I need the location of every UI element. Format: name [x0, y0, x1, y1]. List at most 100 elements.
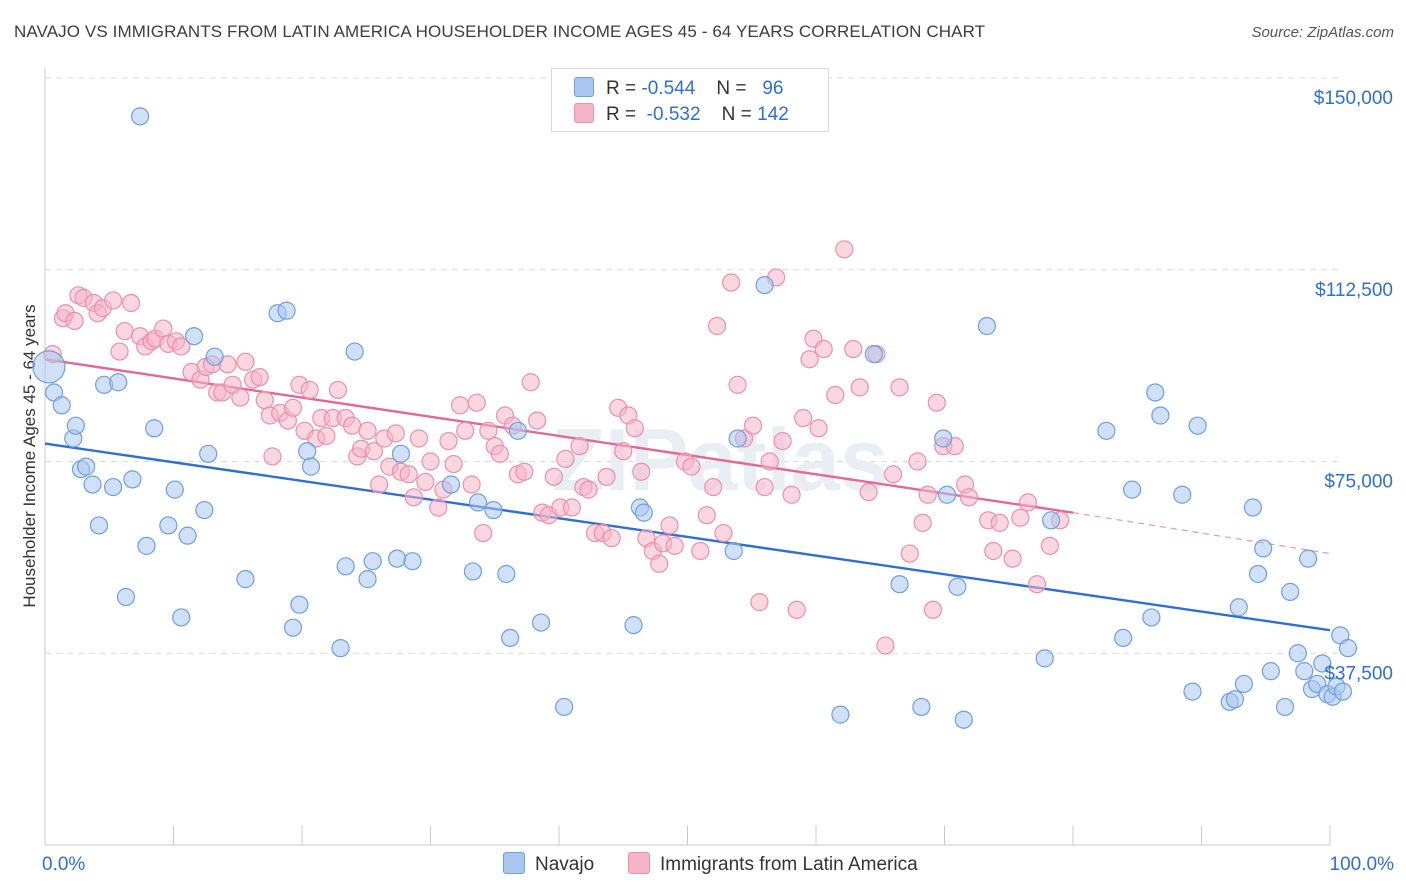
latin-point-93	[602, 529, 621, 548]
latin-point-98	[632, 462, 651, 481]
latin-point-121	[782, 485, 801, 504]
latin-point-85	[556, 449, 575, 469]
latin-point-20	[172, 337, 191, 356]
latin-legend-swatch	[628, 852, 650, 874]
latin-point-79	[521, 373, 540, 392]
navajo-point-14	[130, 107, 150, 126]
navajo-point-43	[484, 500, 503, 520]
latin-point-97	[625, 419, 644, 438]
latin-point-101	[650, 554, 669, 573]
navajo-point-36	[363, 552, 382, 571]
latin-point-86	[562, 498, 581, 517]
navajo-point-32	[331, 639, 350, 658]
navajo-point-65	[1035, 649, 1054, 668]
latin-point-113	[728, 375, 747, 394]
navajo-point-17	[159, 516, 178, 535]
latin-point-139	[913, 513, 932, 532]
navajo-point-83	[1275, 697, 1295, 717]
navajo-point-34	[345, 342, 364, 361]
navajo-point-74	[1188, 416, 1207, 435]
latin-point-67	[450, 396, 470, 415]
navajo-point-61	[948, 577, 967, 596]
navajo-point-70	[1146, 383, 1165, 402]
navajo-point-87	[1299, 549, 1318, 568]
navajo-point-30	[298, 442, 317, 461]
navajo-point-54	[755, 275, 774, 295]
navajo-r-value: -0.544	[641, 78, 696, 99]
navajo-point-85	[1288, 644, 1307, 663]
latin-point-44	[317, 426, 336, 446]
latin-point-132	[859, 483, 878, 502]
latin-point-33	[255, 391, 274, 410]
latin-point-38	[283, 398, 303, 417]
latin-point-103	[660, 516, 679, 535]
navajo-point-82	[1261, 662, 1280, 681]
navajo-point-48	[555, 697, 574, 717]
latin-point-150	[1003, 549, 1022, 568]
latin-swatch	[574, 103, 594, 123]
legend-row-navajo: R = -0.544 N = 96	[574, 77, 783, 101]
latin-point-51	[358, 421, 377, 440]
latin-point-61	[416, 472, 435, 492]
latin-point-120	[773, 431, 792, 451]
navajo-point-47	[531, 613, 551, 632]
bottom-legend-navajo: Navajo	[503, 852, 594, 876]
latin-n-value: 142	[757, 104, 789, 125]
navajo-point-49	[624, 616, 643, 635]
latin-point-154	[1040, 536, 1059, 555]
latin-point-130	[844, 339, 863, 359]
chart-title: NAVAJO VS IMMIGRANTS FROM LATIN AMERICA …	[14, 22, 986, 41]
navajo-point-40	[441, 475, 461, 494]
latin-point-137	[900, 544, 919, 563]
navajo-point-13	[123, 470, 142, 489]
navajo-trend-line	[44, 442, 1331, 632]
navajo-point-73	[1183, 682, 1202, 701]
latin-point-71	[474, 523, 493, 543]
latin-point-110	[707, 316, 727, 336]
navajo-point-42	[468, 493, 488, 512]
navajo-point-94	[1333, 682, 1352, 701]
latin-point-123	[794, 408, 813, 428]
navajo-point-11	[109, 373, 128, 392]
navajo-point-31	[301, 457, 321, 476]
navajo-point-38	[391, 444, 411, 463]
navajo-point-15	[137, 536, 156, 555]
latin-point-107	[691, 541, 710, 561]
navajo-point-8	[89, 516, 109, 535]
latin-point-46	[328, 380, 348, 400]
navajo-point-12	[116, 587, 136, 607]
latin-point-131	[850, 378, 869, 397]
latin-point-112	[722, 273, 741, 292]
y-tick-label-2: $112,500	[1315, 280, 1393, 301]
navajo-point-2	[52, 396, 71, 415]
latin-point-56	[386, 424, 405, 443]
latin-point-62	[421, 452, 440, 471]
navajo-n-label: N =	[716, 78, 747, 99]
latin-point-41	[300, 380, 319, 400]
latin-point-106	[682, 457, 701, 476]
navajo-point-33	[336, 557, 355, 576]
latin-point-29	[231, 388, 250, 407]
latin-point-72	[479, 421, 498, 440]
latin-point-92	[597, 467, 616, 486]
navajo-point-7	[83, 475, 102, 494]
navajo-point-35	[358, 570, 377, 589]
navajo-point-4	[66, 416, 85, 435]
latin-point-78	[515, 462, 534, 481]
x-tick-label-0: 0.0%	[42, 854, 85, 875]
latin-point-3	[65, 311, 84, 330]
navajo-point-79	[1243, 498, 1263, 517]
latin-point-89	[579, 480, 598, 499]
navajo-point-69	[1142, 608, 1161, 627]
navajo-point-41	[463, 562, 483, 581]
navajo-point-27	[277, 301, 296, 320]
latin-point-87	[570, 437, 589, 456]
navajo-point-62	[954, 710, 973, 729]
latin-point-80	[528, 411, 547, 430]
latin-point-63	[429, 498, 448, 517]
navajo-point-37	[387, 549, 407, 568]
legend-row-latin: R = -0.532 N = 142	[574, 103, 789, 127]
latin-point-12	[121, 293, 141, 313]
navajo-point-25	[236, 570, 255, 589]
